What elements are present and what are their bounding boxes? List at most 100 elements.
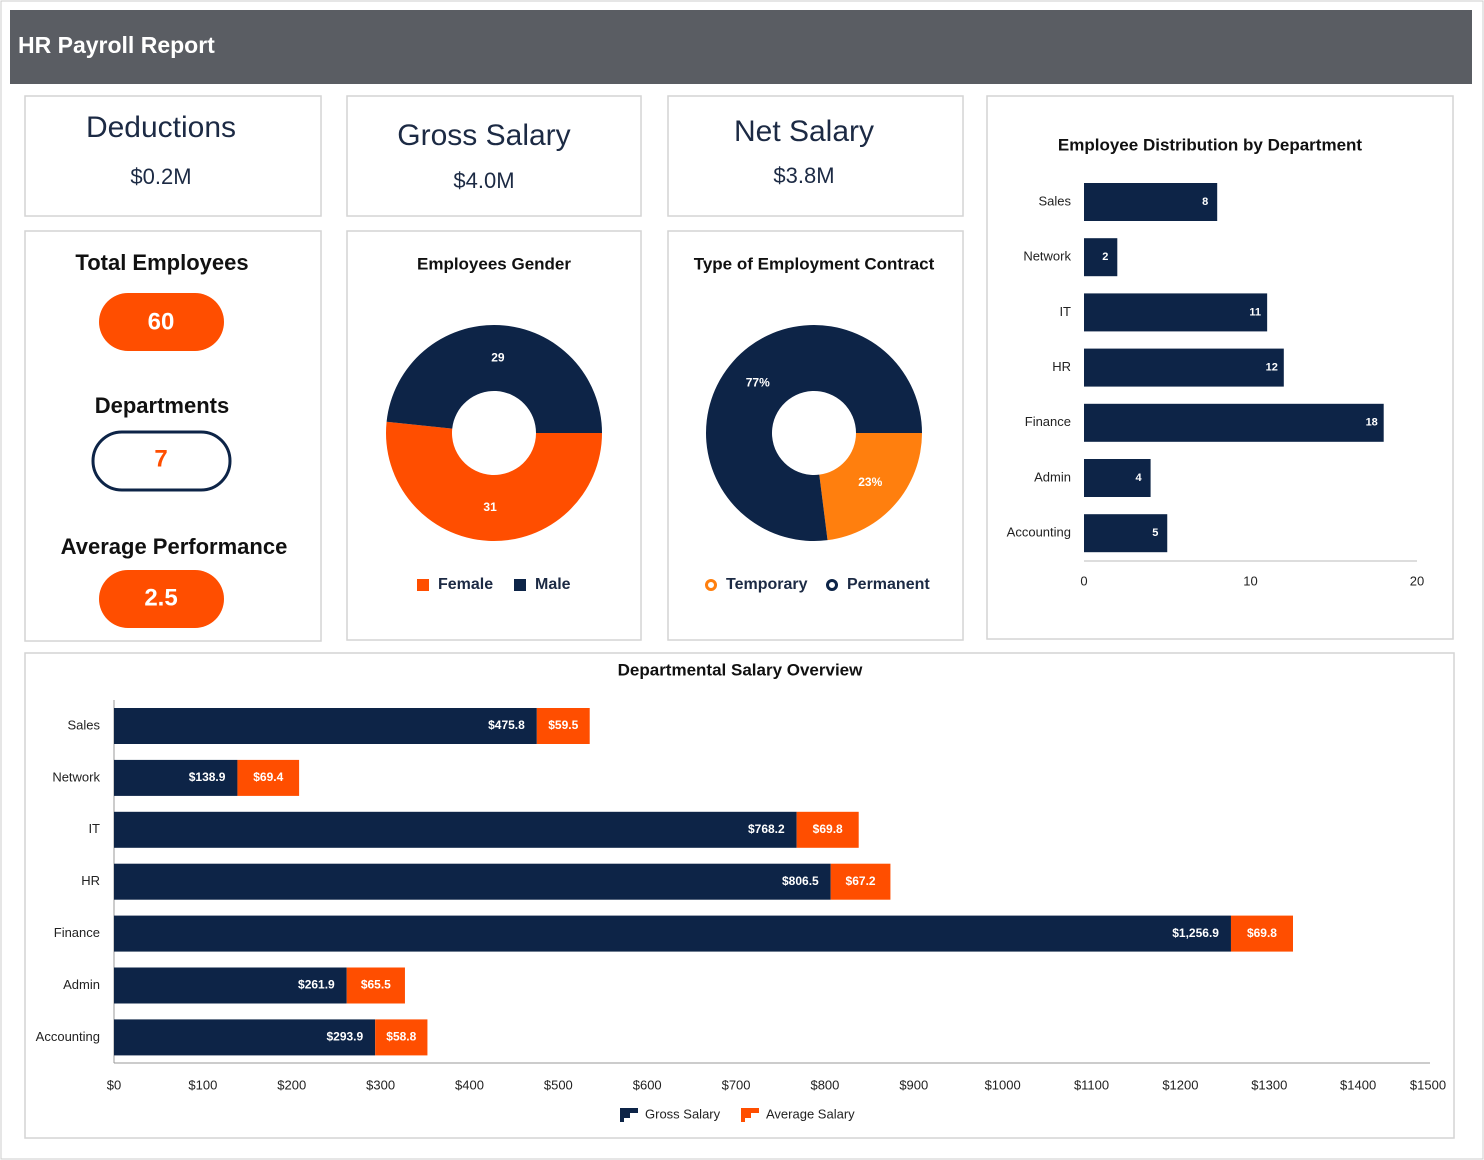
y-tick-label: IT [88,821,100,836]
bar-label: $806.5 [782,874,819,888]
bar-label: 11 [1249,306,1261,318]
bar-label: $293.9 [326,1030,363,1044]
legend-marker [741,1113,751,1118]
bar-label: 5 [1152,527,1158,539]
legend-label: Male [535,576,571,593]
header-title: HR Payroll Report [18,32,215,58]
x-tick-label: $600 [633,1077,662,1092]
x-tick-label: $300 [366,1077,395,1092]
x-tick-label: $1500 [1410,1077,1446,1092]
kpi-label: Deductions [86,111,236,144]
bar [1084,183,1218,221]
y-tick-label: Sales [67,717,100,732]
bar-label: 8 [1202,196,1208,208]
kpi-label: Gross Salary [397,119,570,152]
bar-label: 12 [1266,362,1278,374]
stat-pill [91,430,232,492]
bar-segment [114,1019,376,1056]
x-tick-label: $1400 [1340,1077,1376,1092]
legend-marker [514,579,526,591]
stat-pill [99,293,224,351]
legend-label: Average Salary [766,1106,855,1121]
kpi-value: $4.0M [453,168,514,193]
bar-segment [375,1019,428,1056]
bar-label: $69.4 [253,770,283,784]
x-tick-label: $800 [810,1077,839,1092]
slice-label: 29 [491,350,505,364]
x-tick-label: $500 [544,1077,573,1092]
legend-marker [826,579,838,591]
x-tick-label: $1200 [1162,1077,1198,1092]
donut-slice [386,421,602,541]
bar-label: $768.2 [748,822,785,836]
x-tick-label: $400 [455,1077,484,1092]
donut-slice [386,324,602,433]
x-tick-label: $1000 [985,1077,1021,1092]
y-tick-label: Admin [63,977,100,992]
x-tick-label: $0 [107,1077,121,1092]
bar-segment [114,915,1231,952]
bar-label: $261.9 [298,978,335,992]
x-tick-label: $700 [722,1077,751,1092]
slice-label: 31 [483,500,497,514]
x-tick-label: $1300 [1251,1077,1287,1092]
chart-title: Employee Distribution by Department [1058,135,1362,154]
bar-segment [346,967,405,1004]
bar [1084,403,1384,442]
donut-slice [706,325,922,541]
kpi-value: $3.8M [773,163,834,188]
bar-segment [237,759,300,796]
bar-label: $475.8 [488,718,525,732]
legend-marker [620,1108,638,1113]
y-tick-label: Sales [1038,193,1071,208]
y-tick-label: HR [81,873,100,888]
bar-segment [1230,915,1293,952]
header-bar [10,10,1472,84]
bar-label: $69.8 [1247,926,1277,940]
bar-segment [114,967,347,1004]
chart-title: Employees Gender [417,254,571,273]
bar-segment [796,811,859,848]
y-tick-label: Accounting [1007,525,1071,540]
bar [1084,293,1268,332]
kpi-card [24,95,322,217]
bar-segment [114,759,238,796]
bar-label: $65.5 [361,978,391,992]
bar-label: $69.8 [813,822,843,836]
y-tick-label: Admin [1034,469,1071,484]
stat-value: 60 [148,308,175,335]
stat-value: 7 [154,445,167,472]
x-tick-label: $900 [899,1077,928,1092]
legend-marker [620,1113,630,1118]
bar-segment [536,708,590,744]
kpi-value: $0.2M [130,164,191,189]
bar-label: 18 [1366,417,1378,429]
legend-label: Gross Salary [645,1106,721,1121]
bar-label: $58.8 [386,1030,416,1044]
bar [1084,459,1151,497]
kpi-label: Net Salary [734,115,874,148]
y-tick-label: IT [1059,304,1071,319]
y-tick-label: Finance [1025,414,1071,429]
stat-label: Total Employees [75,250,248,275]
stat-label: Average Performance [61,534,288,559]
legend-label: Permanent [847,576,930,593]
chart-title: Departmental Salary Overview [618,660,864,679]
legend-marker [741,1108,745,1122]
stat-label: Departments [95,393,229,418]
slice-label: 23% [858,475,882,489]
legend-label: Female [438,576,493,593]
kpi-card [346,95,642,217]
bar-label: 2 [1102,251,1108,263]
stat-value: 2.5 [144,584,177,611]
slice-label: 77% [746,376,770,390]
bar [1084,348,1284,387]
x-tick-label: $1100 [1074,1077,1109,1092]
bar [1084,238,1118,277]
x-tick-label: 0 [1080,573,1087,588]
chart-title: Type of Employment Contract [694,254,935,273]
kpi-card [667,95,964,217]
donut-slice [819,433,922,541]
bar-label: $59.5 [548,718,578,732]
stat-pill [99,570,224,628]
